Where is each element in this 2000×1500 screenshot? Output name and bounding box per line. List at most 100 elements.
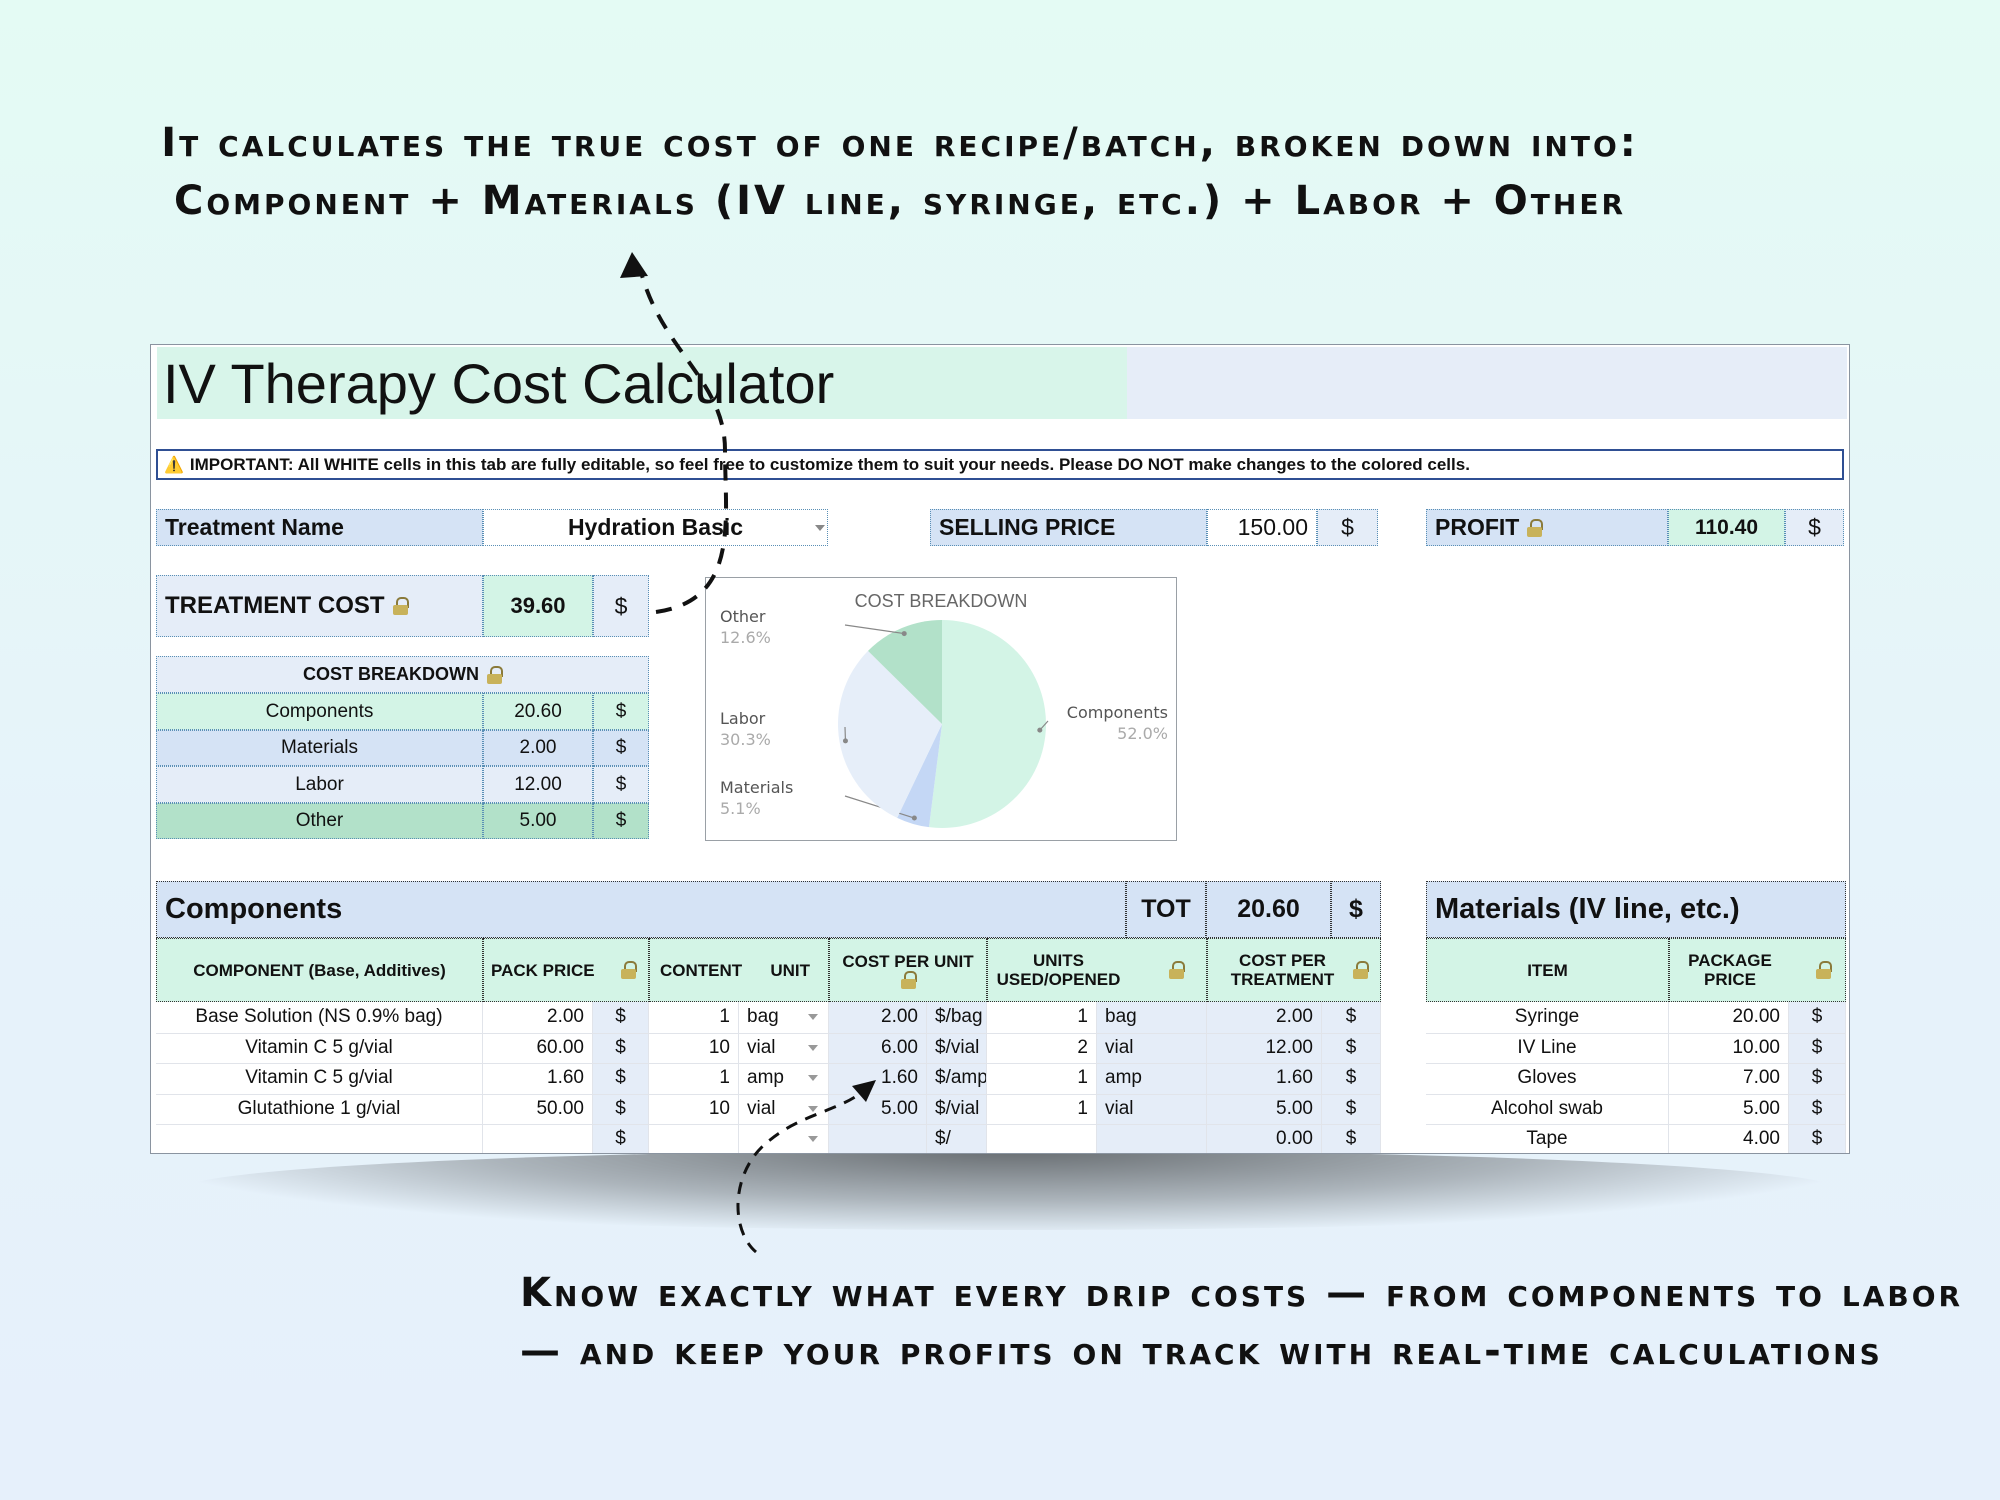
component-cell-name[interactable]: Vitamin C 5 g/vial xyxy=(156,1063,483,1094)
treatment-cost-currency: $ xyxy=(593,575,649,637)
material-cell-item[interactable]: Tape xyxy=(1426,1124,1669,1153)
profit-label-text: PROFIT xyxy=(1435,514,1520,540)
component-cell-unit[interactable]: bag xyxy=(739,1002,829,1033)
component-cell-used[interactable]: 1 xyxy=(987,1063,1097,1094)
cell-text: 10 xyxy=(708,1097,730,1119)
component-cell-content[interactable]: 10 xyxy=(649,1093,739,1124)
component-cell-name[interactable] xyxy=(156,1124,483,1153)
pie-slice-components[interactable] xyxy=(928,620,1046,828)
cell-text: $ xyxy=(615,1036,626,1058)
selling-price-input[interactable]: 150.00 xyxy=(1207,509,1317,546)
component-cell-pack-price[interactable]: 1.60 xyxy=(483,1063,593,1094)
row-divider xyxy=(1426,1093,1846,1095)
breakdown-label-other: Other xyxy=(156,803,483,839)
pie-label-other: Other xyxy=(720,607,766,626)
material-cell-item[interactable]: IV Line xyxy=(1426,1032,1669,1063)
component-cell-content[interactable] xyxy=(649,1124,739,1153)
cell-text: 1 xyxy=(1077,1097,1088,1119)
component-cell-cur2: $ xyxy=(1322,1124,1381,1153)
header-cost-per-treatment: COST PER TREATMENT xyxy=(1207,938,1381,1002)
component-cell-content[interactable]: 1 xyxy=(649,1063,739,1094)
breakdown-title-text: COST BREAKDOWN xyxy=(303,664,479,684)
component-cell-cpu: 2.00 xyxy=(829,1002,927,1033)
header-pack-price-text: PACK PRICE xyxy=(491,960,595,980)
chevron-down-icon[interactable] xyxy=(808,1105,818,1112)
component-cell-cur2: $ xyxy=(1322,1093,1381,1124)
component-cell-used[interactable]: 2 xyxy=(987,1032,1097,1063)
materials-title: Materials (IV line, etc.) xyxy=(1426,881,1846,938)
header-content: CONTENT xyxy=(660,960,743,980)
component-cell-used[interactable]: 1 xyxy=(987,1093,1097,1124)
cell-text: 5.00 xyxy=(881,1097,918,1119)
breakdown-currency: $ xyxy=(593,730,649,766)
pie-percent-labor: 30.3% xyxy=(720,730,771,749)
cell-text: 12.00 xyxy=(1265,1036,1313,1058)
cell-text: 0.00 xyxy=(1276,1128,1313,1150)
material-cell-price[interactable]: 5.00 xyxy=(1669,1093,1789,1124)
pie-chart-svg: COST BREAKDOWN Components 52.0% Materials 5… xyxy=(720,591,1168,828)
component-cell-pack-price[interactable]: 50.00 xyxy=(483,1093,593,1124)
breakdown-currency: $ xyxy=(593,803,649,839)
material-cell-price[interactable]: 20.00 xyxy=(1669,1002,1789,1033)
header-cost-per-treatment-text: COST PER TREATMENT xyxy=(1230,951,1335,989)
material-cell-price[interactable]: 10.00 xyxy=(1669,1032,1789,1063)
component-cell-used[interactable]: 1 xyxy=(987,1002,1097,1033)
chevron-down-icon[interactable] xyxy=(815,525,825,531)
lock-icon xyxy=(1527,518,1544,537)
component-cell-name[interactable]: Base Solution (NS 0.9% bag) xyxy=(156,1002,483,1033)
cell-text: $/amp xyxy=(935,1067,987,1089)
cell-text: $ xyxy=(1345,1006,1357,1028)
material-cell-item[interactable]: Syringe xyxy=(1426,1002,1669,1033)
pie-slice-labor[interactable] xyxy=(838,650,942,818)
component-cell-cur2: $ xyxy=(1322,1063,1381,1094)
component-cell-cpt: 12.00 xyxy=(1207,1032,1322,1063)
lock-icon xyxy=(487,665,503,684)
cell-text: 60.00 xyxy=(536,1036,584,1058)
pie-label-labor: Labor xyxy=(720,709,766,728)
pie-slice-materials[interactable] xyxy=(897,724,942,828)
component-cell-pack-price[interactable] xyxy=(483,1124,593,1153)
component-cell-cur2: $ xyxy=(1322,1032,1381,1063)
cell-text: vial xyxy=(1105,1036,1134,1058)
pie-leader-dot xyxy=(842,738,848,744)
cell-text: vial xyxy=(1105,1097,1134,1119)
components-tot-value: 20.60 xyxy=(1206,881,1331,938)
arrowhead-icon xyxy=(852,1080,876,1102)
sheet-shadow xyxy=(180,1150,1840,1230)
component-cell-unit[interactable] xyxy=(739,1124,829,1153)
component-cell-content[interactable]: 10 xyxy=(649,1032,739,1063)
cell-text: Base Solution (NS 0.9% bag) xyxy=(195,1006,443,1028)
component-cell-cpu: 6.00 xyxy=(829,1032,927,1063)
material-cell-item[interactable]: Gloves xyxy=(1426,1063,1669,1094)
component-cell-unit[interactable]: amp xyxy=(739,1063,829,1094)
treatment-name-value: Hydration Basic xyxy=(567,514,744,540)
component-cell-unit[interactable]: vial xyxy=(739,1032,829,1063)
component-cell-content[interactable]: 1 xyxy=(649,1002,739,1033)
cell-text: vial xyxy=(747,1097,776,1119)
component-cell-pack-price[interactable]: 60.00 xyxy=(483,1032,593,1063)
treatment-name-dropdown[interactable]: Hydration Basic xyxy=(483,509,828,546)
component-cell-name[interactable]: Vitamin C 5 g/vial xyxy=(156,1032,483,1063)
notice-text: IMPORTANT: All WHITE cells in this tab a… xyxy=(189,454,1470,474)
chevron-down-icon[interactable] xyxy=(808,1075,818,1081)
cost-breakdown-chart[interactable]: COST BREAKDOWN Components 52.0% Materials 5… xyxy=(705,577,1177,841)
material-cell-item[interactable]: Alcohol swab xyxy=(1426,1093,1669,1124)
component-cell-pack-price[interactable]: 2.00 xyxy=(483,1002,593,1033)
chevron-down-icon[interactable] xyxy=(808,1136,818,1142)
component-cell-used[interactable] xyxy=(987,1124,1097,1153)
component-cell-cpu: 5.00 xyxy=(829,1093,927,1124)
header-package-price-text: PACKAGE PRICE xyxy=(1688,951,1772,989)
chevron-down-icon[interactable] xyxy=(808,1014,818,1020)
material-cell-price[interactable]: 7.00 xyxy=(1669,1063,1789,1094)
material-cell-price[interactable]: 4.00 xyxy=(1669,1124,1789,1153)
chevron-down-icon[interactable] xyxy=(808,1044,818,1051)
cell-text: 1 xyxy=(719,1067,730,1089)
component-cell-name[interactable]: Glutathione 1 g/vial xyxy=(156,1093,483,1124)
component-cell-cpt: 5.00 xyxy=(1207,1093,1322,1124)
pie-slice-other[interactable] xyxy=(868,620,942,724)
cell-text: $ xyxy=(1345,1128,1357,1150)
component-name-col xyxy=(156,1002,483,1153)
cell-text: $/vial xyxy=(935,1036,980,1058)
components-title: Components xyxy=(156,881,1126,938)
